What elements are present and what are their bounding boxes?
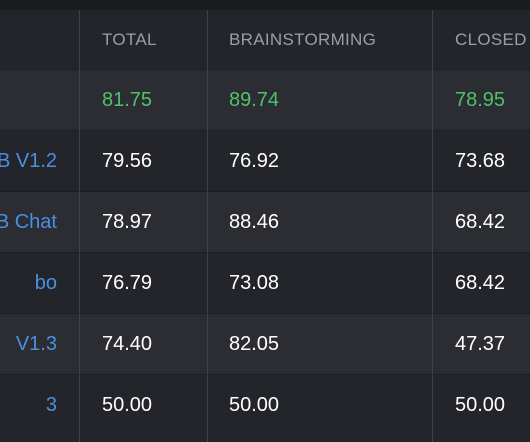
top-edge	[0, 0, 530, 10]
closed-score: 50.00	[455, 394, 506, 416]
model-name-link[interactable]: V1.3	[15, 332, 57, 355]
column-divider	[207, 10, 208, 442]
model-name-link[interactable]: B V1.2	[0, 149, 57, 172]
total-score: 81.75	[102, 88, 153, 111]
table-row: bo 76.79 73.08 68.42	[0, 253, 530, 314]
model-name-link[interactable]: B Chat	[0, 210, 57, 233]
closed-score: 78.95	[455, 88, 506, 111]
total-score: 78.97	[102, 210, 153, 233]
closed-score: 68.42	[455, 271, 506, 294]
table-header-row: TOTAL BRAINSTORMING CLOSED	[0, 10, 530, 70]
model-name-link[interactable]: 3	[45, 394, 57, 416]
column-header-brainstorming[interactable]: BRAINSTORMING	[229, 29, 377, 49]
brainstorming-score: 82.05	[229, 332, 280, 355]
closed-score: 73.68	[455, 149, 506, 172]
total-score: 79.56	[102, 149, 153, 172]
column-divider	[432, 10, 433, 442]
column-header-closed[interactable]: CLOSED	[455, 29, 527, 49]
closed-score: 47.37	[455, 332, 506, 355]
column-header-total[interactable]: TOTAL	[102, 29, 157, 49]
table-row: V1.3 74.40 82.05 47.37	[0, 314, 530, 375]
brainstorming-score: 88.46	[229, 210, 280, 233]
table-row: 81.75 89.74 78.95	[0, 70, 530, 131]
table-row: 3 50.00 50.00 50.00	[0, 375, 530, 442]
brainstorming-score: 73.08	[229, 271, 280, 294]
brainstorming-score: 50.00	[229, 394, 280, 416]
total-score: 74.40	[102, 332, 153, 355]
column-divider	[79, 10, 80, 442]
closed-score: 68.42	[455, 210, 506, 233]
brainstorming-score: 76.92	[229, 149, 280, 172]
total-score: 50.00	[102, 394, 153, 416]
table-row: B Chat 78.97 88.46 68.42	[0, 192, 530, 253]
brainstorming-score: 89.74	[229, 88, 280, 111]
total-score: 76.79	[102, 271, 153, 294]
model-name-link[interactable]: bo	[34, 271, 57, 294]
table-row: B V1.2 79.56 76.92 73.68	[0, 131, 530, 192]
model-name-link[interactable]	[0, 70, 57, 130]
